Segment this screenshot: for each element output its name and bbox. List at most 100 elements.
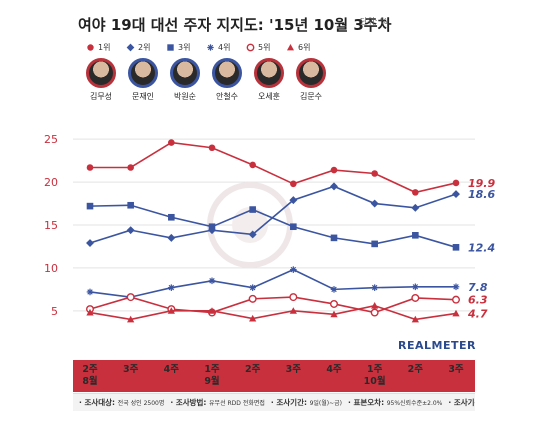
series-end-label: 6.3 — [468, 294, 488, 307]
data-point-marker — [208, 226, 216, 235]
avatar — [254, 58, 284, 88]
data-point-marker — [208, 144, 216, 152]
data-point-marker — [370, 308, 379, 317]
candidate-portrait: 김문수 — [292, 58, 330, 102]
legend-item: 6위 — [286, 42, 310, 53]
x-tick-label: 3주 — [123, 364, 139, 375]
data-point-marker — [290, 266, 297, 273]
legend-marker-icon — [167, 44, 174, 51]
footer-item-value: 전국 성인 2500명 — [117, 400, 165, 407]
data-point-marker — [412, 232, 419, 239]
legend-label: 1위 — [98, 43, 111, 52]
data-point-marker — [207, 44, 214, 51]
legend-label: 5위 — [258, 43, 271, 52]
footer-item-label: · 표본오차: — [348, 398, 387, 407]
footer-item-value: 9일(월)~금) — [309, 400, 343, 407]
candidate-portrait: 문재인 — [124, 58, 162, 102]
data-point-marker — [371, 302, 379, 309]
data-point-marker — [127, 315, 135, 323]
data-point-marker — [246, 43, 255, 52]
candidate-portraits: 김무성 문재인 박원순 안철수 오세훈 김문수 — [82, 58, 342, 108]
data-point-marker — [167, 233, 176, 242]
data-point-marker — [168, 139, 175, 146]
x-tick-label: 10월 — [364, 375, 386, 387]
series-line — [89, 296, 457, 314]
data-point-marker — [330, 234, 338, 242]
data-point-marker — [126, 293, 135, 302]
candidate-portrait: 오세훈 — [250, 58, 288, 102]
legend-item: 1위 — [86, 42, 110, 53]
data-point-marker — [330, 182, 338, 191]
data-point-marker — [167, 44, 174, 51]
legend-marker-icon — [246, 43, 255, 52]
data-point-marker — [86, 164, 94, 171]
data-point-marker — [289, 293, 298, 302]
data-point-marker — [371, 240, 378, 248]
footer-item: · 조사기간: 9일(월)~금) — [271, 397, 342, 408]
avatar — [86, 58, 116, 88]
data-point-marker — [330, 166, 338, 174]
x-tick-label: 3주 — [448, 364, 464, 375]
footer-item-label: · 조사기간: — [270, 398, 310, 407]
y-tick-label: 20 — [44, 176, 58, 189]
avatar — [170, 58, 200, 88]
footer-item-value: 유무선 RDD 전화면접 — [209, 400, 265, 407]
data-point-marker — [248, 230, 257, 239]
x-tick-label: 4주 — [164, 364, 180, 375]
data-point-marker — [370, 199, 379, 208]
legend-item: 4위 — [206, 42, 230, 53]
candidate-name: 김무성 — [89, 92, 113, 101]
x-tick-label: 2주 — [82, 364, 98, 375]
data-point-marker — [412, 283, 419, 291]
footer-item: · 표본오차: 95%신뢰수준±2.0% — [348, 397, 442, 408]
data-point-marker — [168, 213, 175, 221]
footer-item: · 조사대상: 전국 성인 2500명 — [79, 397, 164, 408]
candidate-name: 문재인 — [131, 92, 155, 101]
legend-marker-icon — [87, 44, 94, 51]
series-line — [89, 304, 457, 321]
series-end-label: 18.6 — [468, 188, 495, 201]
series-end-label: 19.9 — [468, 177, 495, 190]
x-tick-label: 9월 — [204, 375, 219, 387]
data-point-marker — [87, 44, 94, 51]
data-point-marker — [249, 161, 256, 169]
footer-item-label: · 조사기관: — [448, 398, 475, 407]
x-tick-label: 1주 — [204, 364, 220, 375]
x-axis-band — [73, 360, 475, 392]
legend-label: 3위 — [178, 43, 191, 52]
y-tick-label: 25 — [44, 133, 58, 146]
data-point-marker — [167, 307, 175, 314]
y-tick-label: 5 — [51, 305, 58, 318]
data-point-marker — [412, 189, 419, 196]
legend-marker-icon — [126, 43, 135, 52]
avatar — [212, 58, 242, 88]
data-point-marker — [86, 288, 94, 296]
data-point-marker — [411, 293, 420, 302]
legend-item: 3위 — [166, 42, 190, 53]
y-tick-label: 15 — [44, 219, 58, 232]
footer-item-value: 95%신뢰수준±2.0% — [386, 400, 443, 407]
legend-label: 4위 — [218, 43, 231, 52]
legend-item: 2위 — [126, 42, 150, 53]
footer-item-label: · 조사방법: — [170, 398, 210, 407]
candidate-portrait: 안철수 — [208, 58, 246, 102]
candidate-portrait: 김무성 — [82, 58, 120, 102]
x-tick-label: 8월 — [82, 375, 97, 387]
candidate-portrait: 박원순 — [166, 58, 204, 102]
data-point-marker — [249, 284, 256, 291]
x-tick-label: 3주 — [286, 364, 302, 375]
data-point-marker — [330, 299, 339, 308]
data-point-marker — [290, 180, 297, 188]
data-point-marker — [168, 284, 175, 291]
series-line — [89, 204, 457, 249]
series-line — [90, 141, 457, 194]
avatar — [296, 58, 326, 88]
data-point-marker — [452, 244, 460, 251]
legend-marker-icon — [286, 43, 295, 51]
x-tick-label: 4주 — [326, 364, 342, 375]
data-point-marker — [127, 201, 134, 209]
avatar — [128, 58, 158, 88]
data-point-marker — [127, 164, 134, 171]
data-point-marker — [330, 310, 338, 318]
unit-label: 단위: % — [360, 17, 388, 26]
